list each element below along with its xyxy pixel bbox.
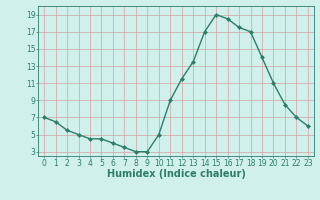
- X-axis label: Humidex (Indice chaleur): Humidex (Indice chaleur): [107, 169, 245, 179]
